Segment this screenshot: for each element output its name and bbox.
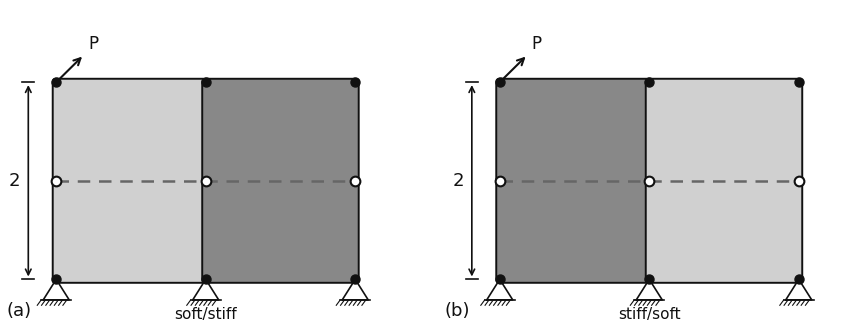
FancyBboxPatch shape (202, 79, 359, 283)
FancyBboxPatch shape (53, 79, 209, 283)
Text: 2: 2 (8, 172, 20, 190)
FancyBboxPatch shape (496, 79, 653, 283)
Text: stiff/soft: stiff/soft (618, 307, 680, 322)
Text: 2: 2 (452, 172, 464, 190)
Text: (b): (b) (445, 302, 471, 320)
Text: P: P (88, 35, 99, 53)
Text: soft/stiff: soft/stiff (174, 307, 237, 322)
FancyBboxPatch shape (646, 79, 802, 283)
Text: P: P (531, 35, 541, 53)
Text: (a): (a) (7, 302, 31, 320)
